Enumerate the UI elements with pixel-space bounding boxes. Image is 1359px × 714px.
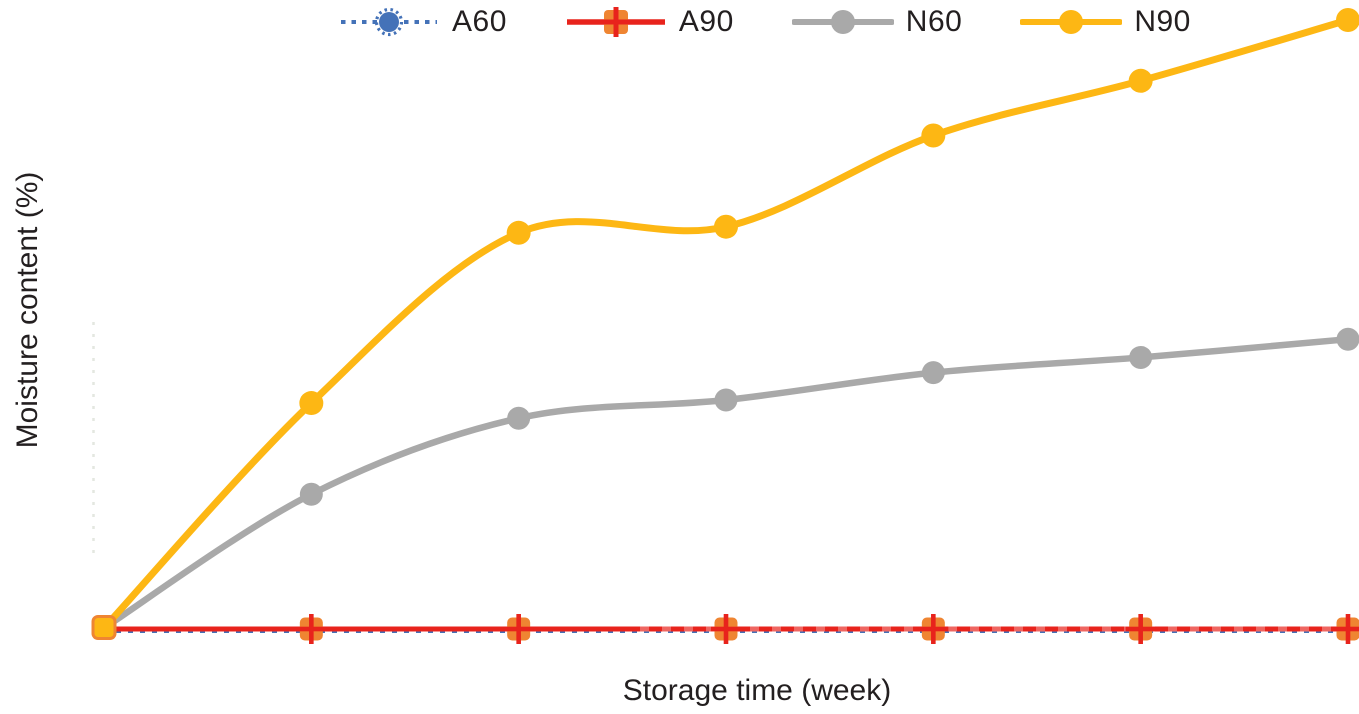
marker-n60-week1 [299, 482, 323, 506]
legend-item-a90: A90 [565, 2, 734, 42]
marker-n60-week3 [714, 388, 738, 412]
legend-item-a60: A60 [338, 2, 507, 42]
marker-a90-cross-v [309, 614, 314, 644]
marker-n60-week4 [921, 361, 945, 385]
legend-marker [379, 12, 399, 32]
marker-a90-cross-v [1345, 614, 1351, 644]
legend-label-n60: N60 [905, 5, 963, 38]
marker-n90-week2 [506, 220, 531, 245]
legend-item-n60: N60 [791, 2, 963, 42]
legend-label-a60: A60 [452, 5, 507, 38]
marker-n90-week3 [714, 214, 738, 239]
legend-marker-cross-v [613, 7, 619, 37]
legend-sample-n90-icon [1020, 10, 1123, 34]
marker-n90-week6 [1336, 8, 1359, 32]
legend-sample-a60-icon [341, 7, 437, 37]
legend-marker-ring [374, 7, 404, 37]
legend-marker [1059, 10, 1084, 34]
marker-n90-week1 [299, 391, 324, 416]
marker-a90-cross-v [723, 614, 729, 644]
legend-item-n90: N90 [1020, 2, 1191, 42]
marker-a90-cross-v [516, 614, 521, 644]
legend-label-n90: N90 [1134, 5, 1191, 38]
series-line-n90 [100, 16, 1352, 632]
legend-sample-n60-icon [791, 10, 894, 34]
legend-label-a90: A90 [678, 5, 734, 38]
series-line-n60 [100, 335, 1352, 632]
legend-sample-a90-icon [566, 7, 665, 37]
chart-legend: A60 A90 N60 N90 [338, 0, 1191, 44]
legend-marker [830, 10, 855, 34]
x-axis-label: Storage time (week) [622, 674, 892, 707]
marker-n60-week6 [1336, 327, 1359, 351]
y-axis-label: Moisture content (%) [11, 171, 44, 449]
origin-marker [91, 615, 117, 640]
marker-n90-week4 [921, 123, 946, 148]
marker-a90-cross-v [931, 614, 936, 644]
marker-n60-week5 [1129, 345, 1153, 369]
marker-n90-week5 [1128, 68, 1153, 93]
marker-n60-week2 [507, 406, 531, 430]
marker-a90-cross-v [1138, 614, 1143, 644]
